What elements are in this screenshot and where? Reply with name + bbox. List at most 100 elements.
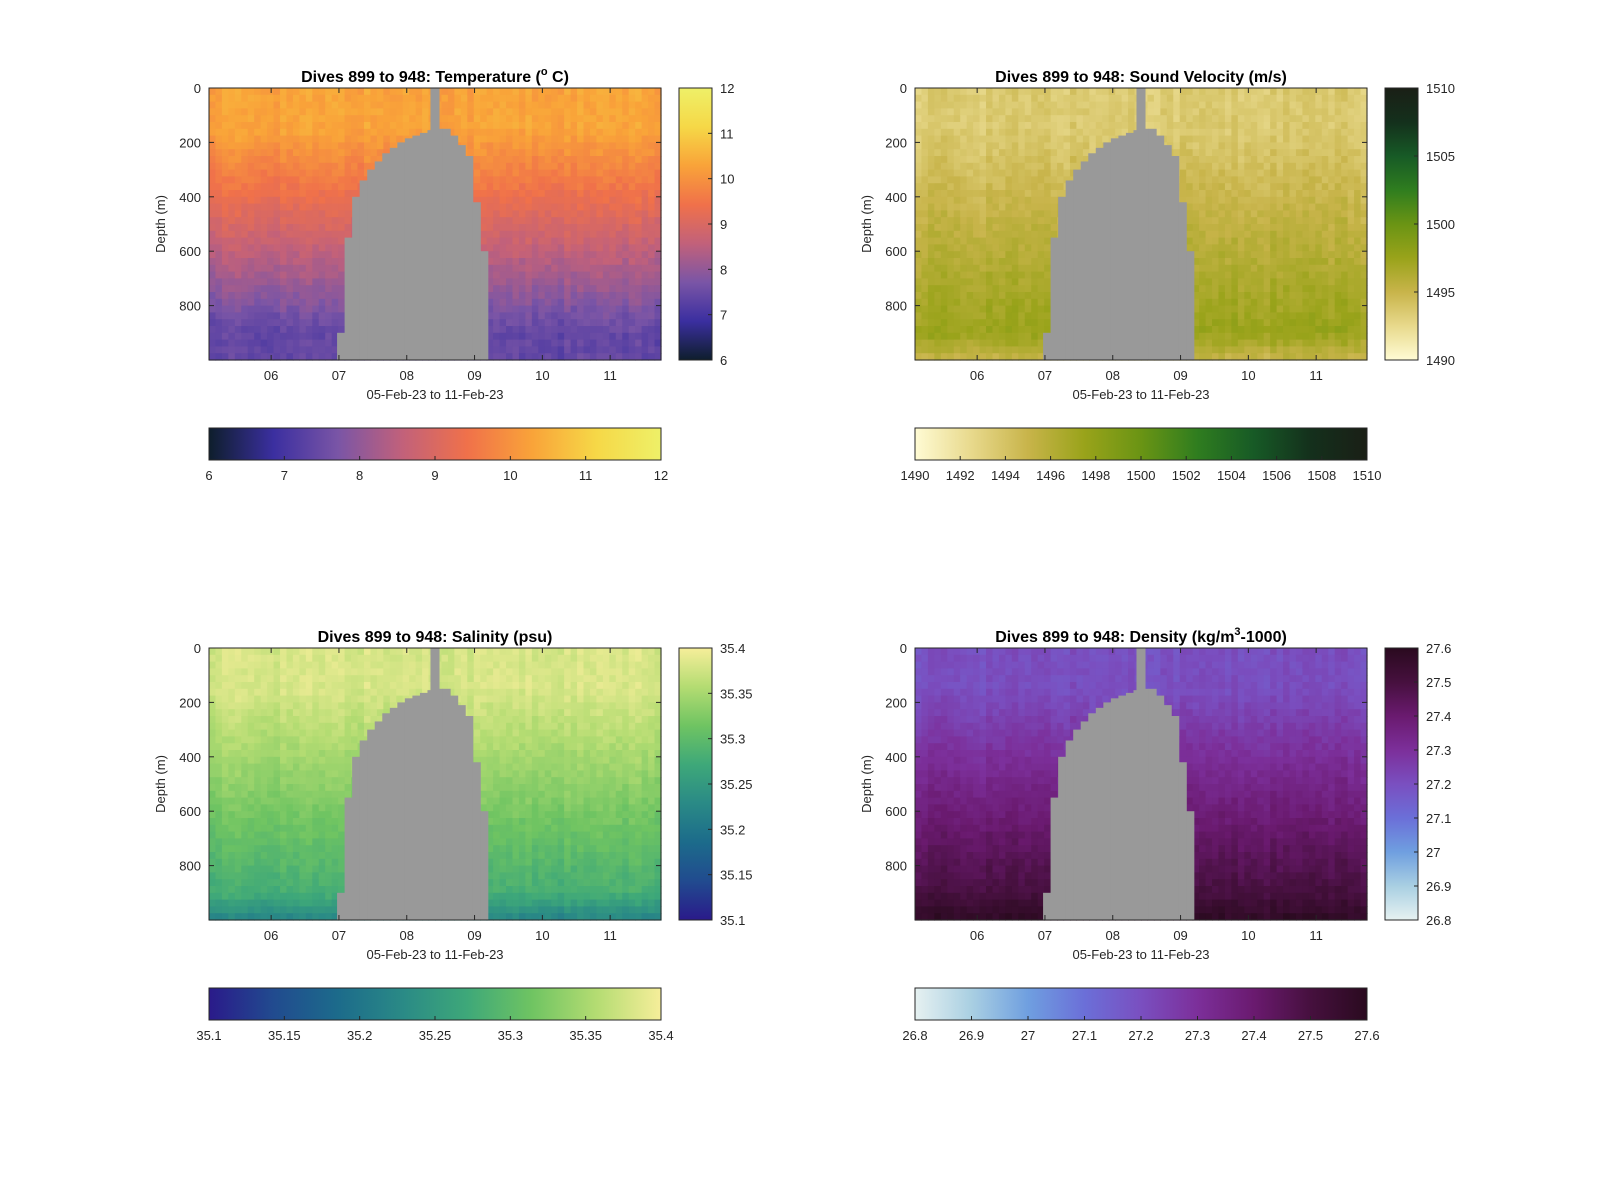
- heatmap-cell: [564, 169, 572, 177]
- heatmap-cell: [1044, 271, 1052, 279]
- heatmap-cell: [596, 224, 604, 232]
- heatmap-cell: [1005, 319, 1013, 327]
- heatmap-cell: [973, 217, 981, 225]
- heatmap-cell: [577, 156, 585, 164]
- heatmap-cell: [499, 251, 507, 259]
- heatmap-cell: [596, 217, 604, 225]
- heatmap-cell: [654, 285, 662, 293]
- heatmap-cell: [921, 122, 929, 130]
- heatmap-cell: [1250, 217, 1258, 225]
- heatmap-cell: [921, 135, 929, 143]
- heatmap-cell: [234, 258, 242, 266]
- heatmap-cell: [215, 176, 223, 184]
- heatmap-cell: [441, 94, 449, 103]
- heatmap-cell: [979, 210, 987, 218]
- heatmap-cell: [557, 169, 565, 177]
- heatmap-cell: [280, 217, 288, 225]
- heatmap-cell: [292, 101, 300, 109]
- heatmap-cell: [1037, 210, 1045, 218]
- heatmap-cell: [947, 190, 955, 198]
- heatmap-cell: [927, 271, 935, 279]
- heatmap-cell: [1186, 237, 1194, 245]
- heatmap-cell: [1212, 271, 1220, 279]
- heatmap-cell: [570, 305, 578, 313]
- heatmap-cell: [1050, 230, 1058, 239]
- heatmap-cell: [1231, 278, 1239, 286]
- heatmap-cell: [267, 183, 275, 191]
- heatmap-cell: [544, 251, 552, 259]
- heatmap-cell: [998, 319, 1006, 327]
- heatmap-cell: [1244, 217, 1252, 225]
- heatmap-cell: [609, 108, 617, 116]
- heatmap-cell: [628, 128, 636, 137]
- heatmap-cell: [953, 142, 961, 150]
- heatmap-cell: [589, 251, 598, 259]
- heatmap-cell: [934, 190, 942, 198]
- heatmap-cell: [538, 346, 546, 354]
- heatmap-cell: [577, 285, 585, 293]
- heatmap-cell: [402, 128, 410, 137]
- heatmap-cell: [998, 271, 1006, 279]
- heatmap-cell: [525, 271, 533, 279]
- heatmap-cell: [998, 305, 1006, 313]
- heatmap-cell: [267, 210, 275, 218]
- heatmap-cell: [1082, 149, 1090, 157]
- heatmap-cell: [486, 353, 494, 361]
- heatmap-cell: [1218, 135, 1226, 143]
- heatmap-cell: [1244, 135, 1252, 143]
- heatmap-cell: [480, 88, 488, 96]
- heatmap-cell: [525, 203, 533, 211]
- heatmap-cell: [1218, 305, 1226, 313]
- heatmap-cell: [1018, 224, 1026, 232]
- heatmap-cell: [221, 108, 229, 116]
- heatmap-cell: [960, 108, 968, 116]
- heatmap-cell: [318, 196, 326, 205]
- heatmap-cell: [312, 244, 320, 252]
- heatmap-cell: [570, 251, 578, 259]
- heatmap-cell: [538, 142, 546, 150]
- heatmap-cell: [596, 319, 604, 327]
- heatmap-cell: [1069, 156, 1078, 164]
- heatmap-cell: [1057, 94, 1065, 103]
- heatmap-cell: [538, 292, 546, 300]
- heatmap-cell: [973, 101, 981, 109]
- heatmap-cell: [915, 169, 923, 177]
- heatmap-cell: [247, 285, 255, 293]
- heatmap-cell: [557, 285, 565, 293]
- heatmap-cell: [260, 190, 268, 198]
- y-axis-label: Depth (m): [153, 195, 168, 253]
- heatmap-cell: [596, 326, 604, 334]
- heatmap-cell: [973, 156, 981, 164]
- heatmap-cell: [512, 162, 520, 171]
- heatmap-cell: [1231, 353, 1239, 361]
- heatmap-cell: [557, 203, 565, 211]
- heatmap-cell: [557, 319, 565, 327]
- heatmap-cell: [234, 326, 242, 334]
- heatmap-cell: [396, 94, 404, 103]
- heatmap-cell: [486, 271, 494, 279]
- heatmap-cell: [953, 203, 961, 211]
- heatmap-cell: [286, 128, 294, 137]
- heatmap-cell: [518, 292, 526, 300]
- heatmap-cell: [609, 196, 617, 205]
- heatmap-cell: [1128, 128, 1136, 137]
- heatmap-cell: [1192, 346, 1200, 354]
- heatmap-cell: [1186, 176, 1194, 184]
- heatmap-cell: [1011, 101, 1019, 109]
- heatmap-cell: [570, 285, 578, 293]
- heatmap-cell: [615, 101, 623, 109]
- heatmap-cell: [370, 149, 378, 157]
- heatmap-cell: [280, 149, 288, 157]
- heatmap-cell: [312, 142, 320, 150]
- heatmap-cell: [254, 271, 262, 279]
- heatmap-cell: [609, 353, 617, 361]
- heatmap-cell: [577, 94, 585, 103]
- heatmap-cell: [1237, 176, 1245, 184]
- heatmap-cell: [577, 190, 585, 198]
- heatmap-cell: [260, 292, 268, 300]
- heatmap-cell: [635, 176, 643, 184]
- heatmap-cell: [221, 190, 229, 198]
- heatmap-cell: [234, 122, 242, 130]
- heatmap-cell: [538, 94, 546, 103]
- heatmap-cell: [577, 292, 585, 300]
